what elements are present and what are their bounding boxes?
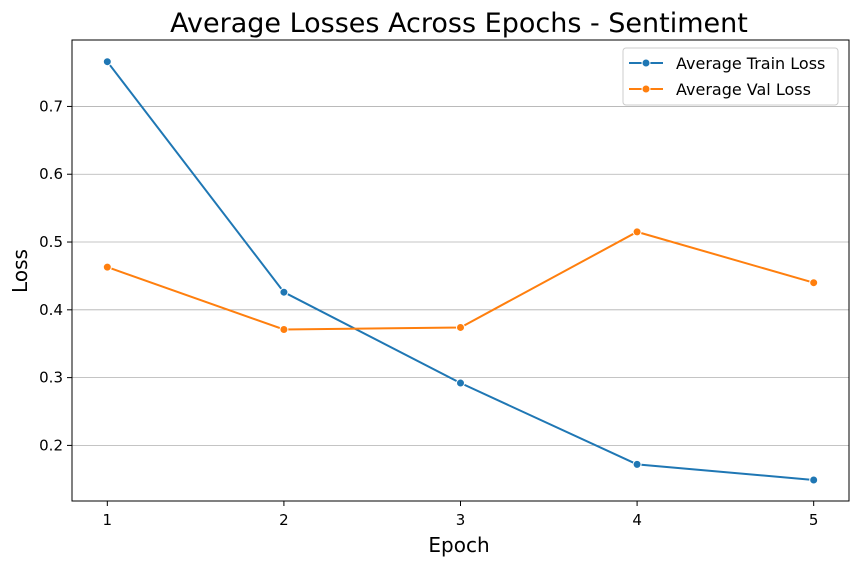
data-point [456,378,465,388]
y-tick-label: 0.4 [39,301,63,319]
series-lines [102,57,819,485]
y-tick-label: 0.2 [39,436,63,454]
data-point [102,262,112,272]
legend-box [622,47,839,106]
series-line [106,230,814,331]
gridlines [72,106,849,446]
legend-item: Average Val Loss [629,80,811,99]
legend-marker [641,84,651,94]
chart-title: Average Losses Across Epochs - Sentiment [170,8,748,39]
series-val-loss [102,227,819,334]
x-axis: 1 2 3 4 5 [103,501,819,529]
y-tick-label: 0.7 [39,97,63,115]
x-tick-label: 3 [456,511,466,529]
legend-item: Average Train Loss [629,54,825,73]
data-point [809,475,819,485]
x-axis-label: Epoch [428,533,489,557]
x-tick-label: 5 [809,511,819,529]
plot-area-frame [71,39,850,502]
data-point [279,287,289,297]
data-point [456,322,465,332]
data-point [632,459,642,469]
series-train-loss [102,57,819,485]
data-point [279,324,289,334]
x-tick-label: 4 [632,511,642,529]
series-line [106,61,814,481]
y-tick-label: 0.3 [39,369,63,387]
legend-label: Average Val Loss [676,80,811,99]
legend-marker [641,58,651,68]
legend-label: Average Train Loss [676,54,825,73]
data-point [809,278,819,288]
data-point [632,227,642,237]
legend: Average Train Loss Average Val Loss [622,47,839,106]
y-tick-label: 0.5 [39,233,63,251]
y-axis: 0.2 0.3 0.4 0.5 0.6 0.7 [39,97,72,454]
data-point [102,57,112,67]
y-tick-label: 0.6 [39,165,63,183]
x-tick-label: 2 [279,511,289,529]
y-axis-label: Loss [8,249,32,293]
x-tick-label: 1 [103,511,113,529]
